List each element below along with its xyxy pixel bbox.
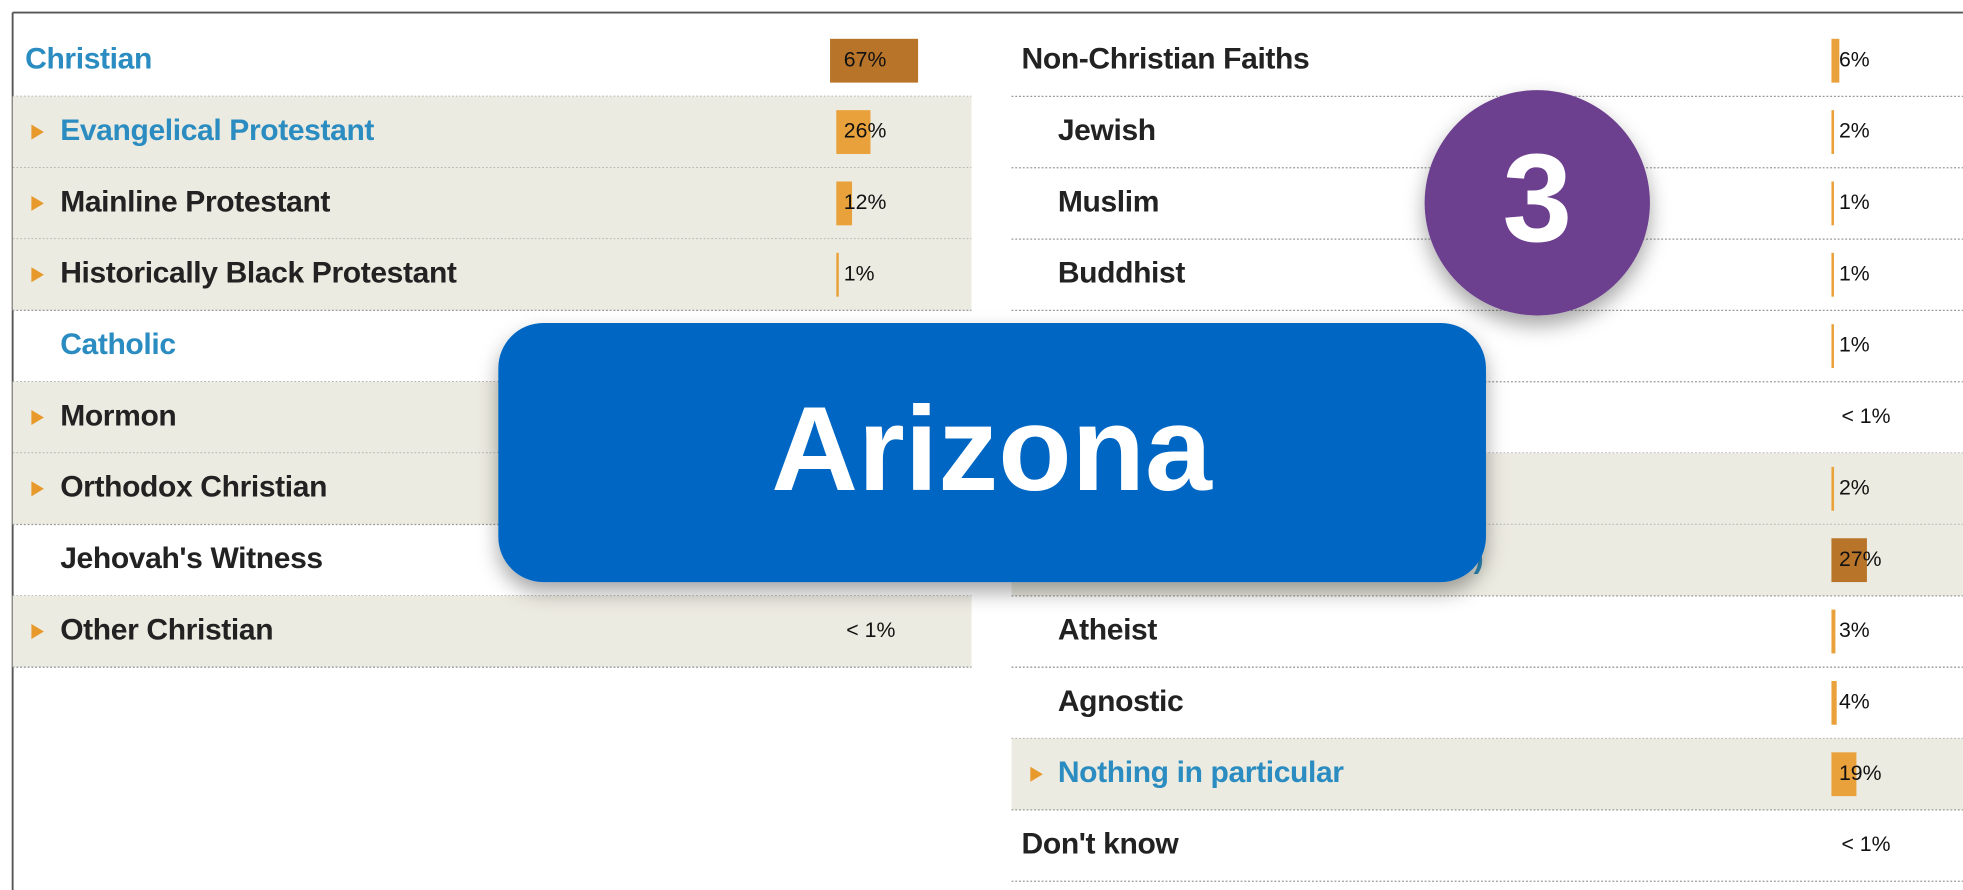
percent-label: 2% — [1839, 119, 1870, 143]
row-background — [12, 239, 972, 311]
badge — [1424, 90, 1650, 316]
row-label: Christian — [25, 43, 152, 76]
row-background — [12, 595, 972, 668]
percent-label: 1% — [844, 261, 875, 285]
expand-arrow — [31, 267, 44, 283]
row-label: Evangelical Protestant — [60, 114, 374, 147]
row-label: Jehovah's Witness — [60, 542, 323, 575]
percent-label: 6% — [1839, 47, 1870, 71]
percent-label: 67% — [844, 47, 887, 71]
percent-bar — [1831, 38, 1840, 83]
expand-arrow — [31, 195, 44, 211]
row-label: Historically Black Protestant — [60, 257, 457, 290]
percent-label: 26% — [844, 119, 887, 143]
percent-bar — [830, 38, 919, 83]
percent-label: 27% — [1839, 547, 1882, 571]
expand-arrow — [31, 481, 44, 497]
expand-arrow — [31, 624, 44, 640]
row-label: Muslim — [1058, 185, 1159, 218]
row-label: Agnostic — [1058, 685, 1183, 718]
percent-bar — [1831, 680, 1837, 725]
percent-bar — [836, 110, 871, 154]
expand-arrow — [31, 124, 44, 140]
overlay: Arizona 3 — [498, 90, 1650, 583]
row-label: Mormon — [60, 399, 176, 432]
row-label: Atheist — [1058, 613, 1158, 646]
row-label: Orthodox Christian — [60, 471, 327, 504]
percent-label: 1% — [1839, 333, 1870, 357]
percent-label: 3% — [1839, 618, 1870, 642]
percent-bar — [1831, 252, 1834, 297]
row-label: Mainline Protestant — [60, 185, 330, 218]
row-background — [1011, 738, 1963, 810]
percent-label: < 1% — [1841, 404, 1890, 428]
row-label: Non-Christian Faiths — [1022, 43, 1310, 76]
percent-bar — [1831, 466, 1835, 511]
percent-label: 4% — [1839, 689, 1870, 713]
row-background — [12, 96, 972, 168]
percent-bar — [1831, 538, 1867, 583]
percent-bar — [836, 181, 853, 226]
row-background — [12, 167, 972, 240]
percent-label: 2% — [1839, 475, 1870, 499]
percent-bar — [1831, 609, 1836, 654]
row-label: Catholic — [60, 328, 175, 361]
title-banner — [498, 322, 1486, 583]
expand-arrow — [1030, 766, 1043, 782]
row-label: Jewish — [1058, 114, 1156, 147]
percent-bar — [836, 252, 839, 297]
row-label: Don't know — [1022, 828, 1180, 861]
percent-bar — [1831, 181, 1834, 226]
badge-number: 3 — [1502, 128, 1572, 268]
percent-label: 12% — [844, 190, 887, 214]
percent-label: < 1% — [1841, 832, 1890, 856]
row-label: Buddhist — [1058, 257, 1185, 290]
row-label: Nothing in particular — [1058, 756, 1344, 789]
percent-bar — [1831, 324, 1834, 369]
percent-bar — [1831, 752, 1857, 797]
percent-bar — [1831, 110, 1835, 154]
percent-label: < 1% — [846, 618, 895, 642]
title: Arizona — [771, 382, 1213, 516]
percent-label: 19% — [1839, 761, 1882, 785]
row-label: Other Christian — [60, 613, 273, 646]
percent-label: 1% — [1839, 261, 1870, 285]
percent-label: 1% — [1839, 190, 1870, 214]
expand-arrow — [31, 409, 44, 425]
table: Christian 67% Evangelical Protestant 26% Mai… — [12, 38, 1963, 882]
